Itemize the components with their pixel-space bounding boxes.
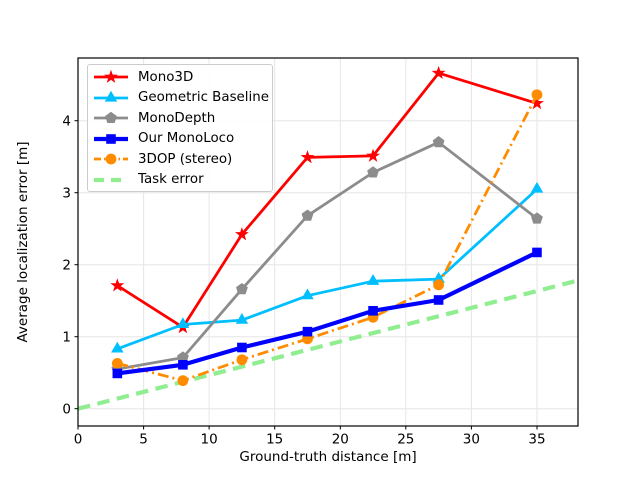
star-marker xyxy=(366,148,380,162)
x-tick-label: 0 xyxy=(74,432,83,448)
square-marker xyxy=(237,342,247,353)
pentagon-marker xyxy=(301,209,314,221)
star-marker xyxy=(110,278,125,292)
star-marker xyxy=(530,96,544,110)
triangle-marker xyxy=(301,288,314,300)
series-task-error xyxy=(77,278,579,411)
x-tick-label: 5 xyxy=(139,432,148,448)
x-tick-label: 35 xyxy=(528,432,545,448)
square-marker xyxy=(302,326,313,337)
y-tick-label: 3 xyxy=(62,185,71,201)
legend-item-label: Task error xyxy=(138,172,204,188)
triangle-marker xyxy=(235,312,249,324)
square-marker xyxy=(112,368,123,379)
x-tick-label: 20 xyxy=(332,432,349,448)
x-axis-label: Ground-truth distance [m] xyxy=(239,449,416,465)
legend-line-sample xyxy=(94,153,128,165)
triangle-icon xyxy=(104,90,118,102)
pentagon-marker xyxy=(236,282,248,295)
y-axis-label: Average localization error [m] xyxy=(15,141,31,342)
series-geometric-baseline xyxy=(111,181,544,353)
y-tick-label: 0 xyxy=(62,401,71,417)
legend-item: Mono3D xyxy=(93,67,272,87)
triangle-marker xyxy=(111,341,124,353)
legend: Mono3D Geometric Baseline MonoDepth Our Mon… xyxy=(87,64,273,192)
pentagon-marker xyxy=(177,351,189,363)
legend-item-label: Mono3D xyxy=(138,69,194,85)
square-marker xyxy=(532,247,542,258)
square-marker xyxy=(433,295,444,305)
x-tick-label: 25 xyxy=(397,432,414,448)
legend-item: Task error xyxy=(93,170,272,190)
legend-line-sample xyxy=(94,112,128,124)
legend-item: 3DOP (stereo) xyxy=(93,149,272,169)
circle-marker xyxy=(531,89,543,101)
series-line-task-error xyxy=(77,278,579,411)
triangle-marker xyxy=(176,317,190,329)
legend-line-sample xyxy=(94,177,128,182)
triangle-marker xyxy=(366,274,380,285)
square-marker xyxy=(178,359,188,370)
legend-item: Geometric Baseline xyxy=(93,88,272,108)
square-icon xyxy=(106,133,116,144)
star-marker xyxy=(234,227,249,241)
triangle-marker xyxy=(530,181,544,193)
legend-line-sample xyxy=(94,90,128,102)
legend-item-label: Geometric Baseline xyxy=(138,90,269,106)
y-tick-label: 4 xyxy=(62,113,71,129)
circle-marker xyxy=(236,354,248,366)
x-tick-label: 10 xyxy=(201,432,218,448)
axes-spines xyxy=(77,57,579,427)
pentagon-marker xyxy=(432,136,445,148)
star-marker xyxy=(300,150,315,164)
legend-item-label: MonoDepth xyxy=(138,110,216,126)
circle-marker xyxy=(433,279,445,291)
triangle-marker xyxy=(432,271,445,283)
legend-item-label: 3DOP (stereo) xyxy=(138,151,233,167)
legend-item: Our MonoLoco xyxy=(93,129,272,149)
star-marker xyxy=(431,65,446,80)
pentagon-marker xyxy=(367,166,379,178)
pentagon-icon xyxy=(105,112,117,124)
pentagon-marker xyxy=(531,212,543,224)
circle-marker xyxy=(177,375,189,387)
y-tick-label: 2 xyxy=(62,257,71,273)
legend-item-label: Our MonoLoco xyxy=(138,131,235,147)
legend-line-sample xyxy=(94,69,128,84)
square-marker xyxy=(368,305,378,316)
circle-icon xyxy=(105,153,117,165)
circle-marker xyxy=(111,357,123,369)
star-icon xyxy=(104,69,118,84)
series-group xyxy=(77,65,579,411)
x-tick-label: 15 xyxy=(266,432,283,448)
legend-line-sample xyxy=(94,133,128,144)
legend-item: MonoDepth xyxy=(93,108,272,128)
y-tick-label: 1 xyxy=(62,329,71,345)
ticks: 0 5 10 15 20 25 30 35 0 1 2 3 4 xyxy=(62,113,545,447)
series-our-monoloco xyxy=(112,247,542,379)
x-tick-label: 30 xyxy=(463,432,480,448)
